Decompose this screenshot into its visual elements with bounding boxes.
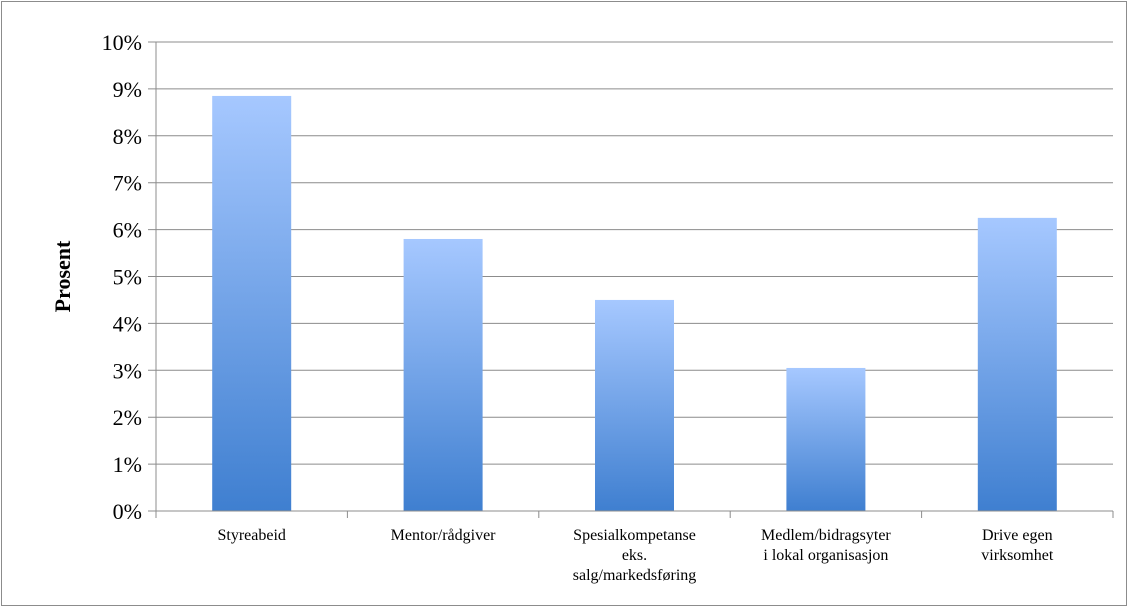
x-category-labels: Styreabeid Mentor/rådgiver Spesialkompetan… xyxy=(217,527,1053,584)
y-tick-label: 2% xyxy=(113,405,142,430)
bar xyxy=(403,238,483,512)
bar xyxy=(595,299,674,511)
y-tick-label: 7% xyxy=(113,171,142,196)
x-category-label: Medlem/bidragsyter i lokal organisasjon xyxy=(761,527,891,564)
bar xyxy=(786,367,866,511)
axes xyxy=(155,42,1114,518)
x-category-label: Mentor/rådgiver xyxy=(391,527,497,544)
x-category-label: Drive egen virksomhet xyxy=(981,527,1054,564)
bars xyxy=(212,95,1057,512)
bar xyxy=(212,95,292,511)
bar xyxy=(977,217,1057,511)
y-tick-label: 0% xyxy=(113,499,142,524)
y-tick-label: 3% xyxy=(113,358,142,383)
y-tick-label: 9% xyxy=(113,77,142,102)
x-category-label: Spesialkompetanse eks. salg/markedsføring xyxy=(573,527,697,584)
y-axis-title: Prosent xyxy=(50,240,75,312)
y-tick-labels: 0% 1% 2% 3% 4% 5% 6% 7% 8% 9% 10% xyxy=(102,30,142,524)
y-tick-label: 5% xyxy=(113,265,142,290)
y-tick-label: 1% xyxy=(113,452,142,477)
y-tick-label: 4% xyxy=(113,311,142,336)
y-tick-label: 6% xyxy=(113,218,142,243)
y-tick-label: 8% xyxy=(113,124,142,149)
x-category-label: Styreabeid xyxy=(217,527,285,544)
y-tick-label: 10% xyxy=(102,30,142,55)
